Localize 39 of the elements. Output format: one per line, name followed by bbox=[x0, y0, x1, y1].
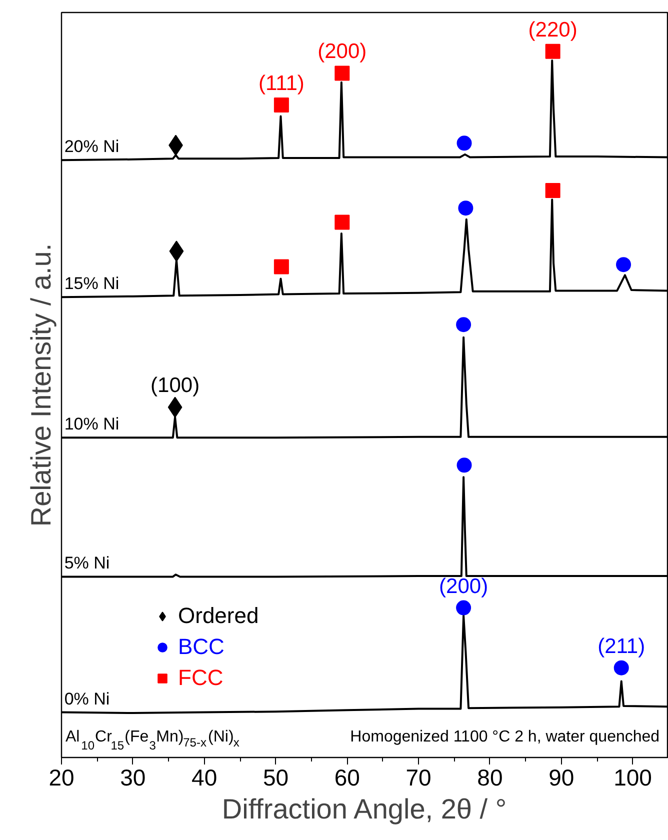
annotation: (111) bbox=[258, 72, 304, 96]
point bbox=[334, 66, 350, 81]
point bbox=[274, 259, 289, 274]
x-tick-label: 20 bbox=[48, 764, 74, 790]
annotation: (100) bbox=[150, 374, 200, 398]
x-tick-label: 80 bbox=[477, 764, 503, 790]
point bbox=[616, 257, 632, 272]
x-tick-label: 50 bbox=[262, 764, 289, 790]
legend-label: FCC bbox=[178, 665, 224, 691]
legend-label: BCC bbox=[178, 634, 224, 660]
x-tick-label: 90 bbox=[548, 764, 574, 790]
series-label: 10% Ni bbox=[64, 414, 120, 434]
point bbox=[456, 317, 472, 332]
x-axis-title: Diffraction Angle, 2θ / ° bbox=[222, 794, 507, 824]
point bbox=[456, 136, 472, 151]
annotation: (220) bbox=[528, 18, 578, 42]
point bbox=[456, 458, 472, 473]
point bbox=[274, 98, 289, 113]
annotation: (200) bbox=[318, 40, 367, 64]
point bbox=[456, 600, 472, 616]
series-label: 20% Ni bbox=[64, 137, 120, 156]
x-tick-label: 40 bbox=[192, 764, 218, 790]
series-label: 0% Ni bbox=[64, 689, 110, 708]
series-label: 15% Ni bbox=[64, 274, 120, 294]
point bbox=[614, 660, 629, 676]
annotation: Homogenized 1100 °C 2 h, water quenched bbox=[350, 728, 660, 746]
point bbox=[545, 182, 560, 198]
point bbox=[334, 214, 350, 230]
series-label: 5% Ni bbox=[64, 554, 110, 573]
x-tick-label: 60 bbox=[334, 764, 360, 790]
point bbox=[545, 44, 560, 59]
y-axis-title: Relative Intensity / a.u. bbox=[26, 243, 56, 527]
annotation: (200) bbox=[439, 574, 488, 598]
x-tick-label: 100 bbox=[614, 764, 652, 790]
x-tick-label: 30 bbox=[120, 764, 146, 790]
annotation: (211) bbox=[598, 634, 646, 658]
legend-label: Ordered bbox=[178, 603, 259, 629]
x-tick-label: 70 bbox=[406, 764, 432, 790]
point bbox=[458, 200, 474, 216]
